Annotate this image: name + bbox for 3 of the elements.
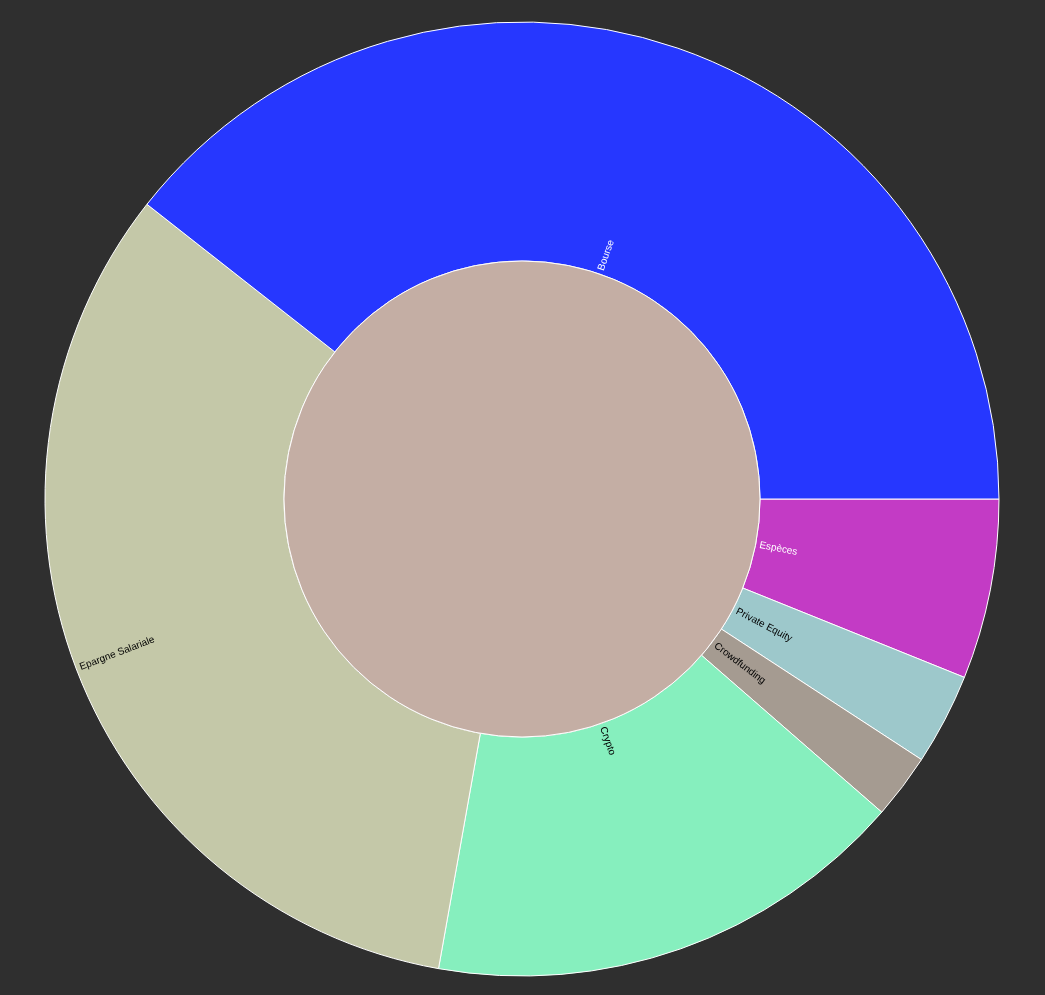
slice-label: Bourse	[595, 237, 616, 272]
slice-label: Espèces	[758, 538, 799, 557]
slice-label: Crypto	[598, 725, 619, 757]
